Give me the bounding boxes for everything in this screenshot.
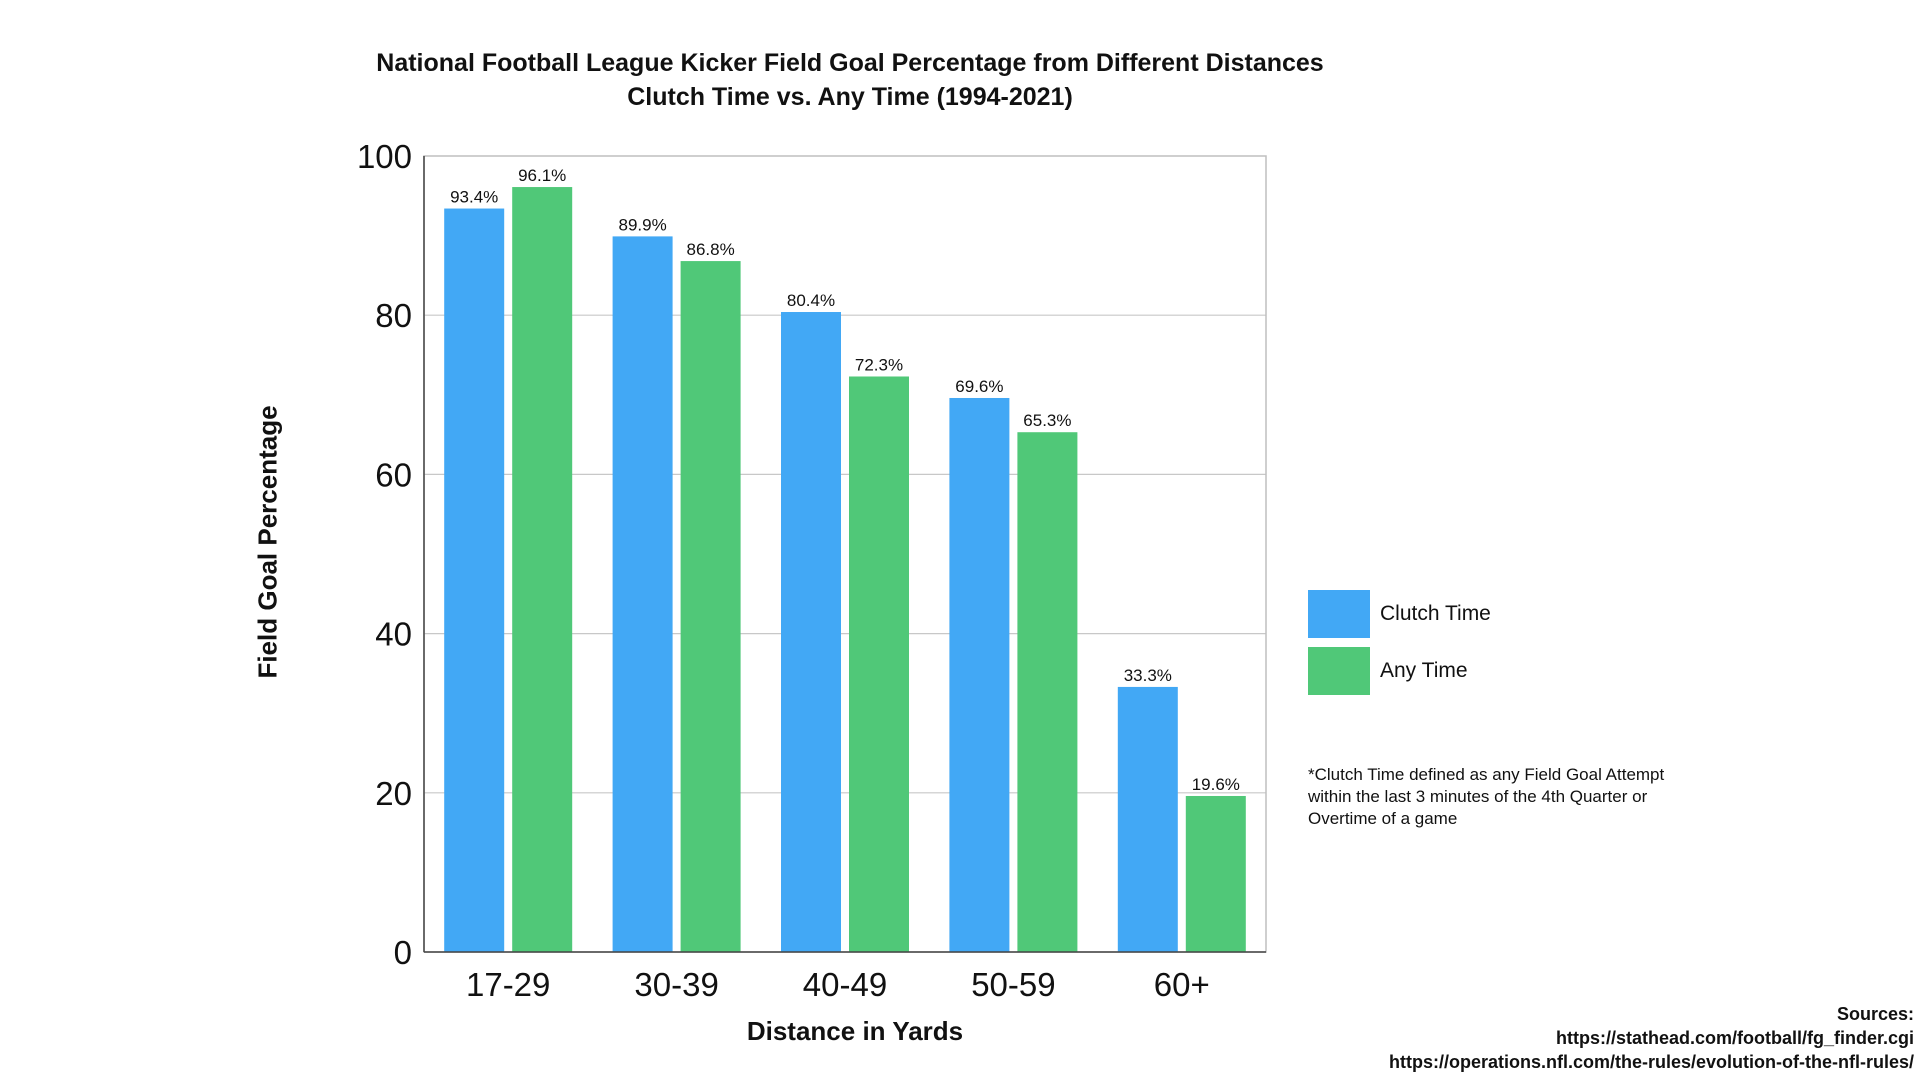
y-tick-label: 60 [375,456,412,493]
bar-value-label: 33.3% [1124,666,1172,685]
bar-value-label: 72.3% [855,355,903,374]
sources-heading: Sources: [1836,1004,1914,1024]
legend: Clutch Time Any Time [1308,590,1491,704]
bar [512,187,573,952]
bar [849,376,909,952]
bar [1117,686,1178,952]
bar [949,397,1010,952]
x-axis-label: Distance in Yards [746,1016,964,1046]
x-tick-label: 30-39 [634,966,718,1003]
y-tick-label: 80 [375,297,412,334]
bar-value-label: 19.6% [1192,775,1240,794]
bar [680,261,741,952]
chart-subtitle: Clutch Time vs. Any Time (1994-2021) [627,83,1073,111]
footnote-line: Overtime of a game [1308,809,1458,828]
bar-value-label: 80.4% [787,291,835,310]
y-tick-label: 40 [375,616,412,653]
x-tick-label: 17-29 [466,966,550,1003]
footnote: *Clutch Time defined as any Field Goal A… [1308,764,1728,830]
bar-value-label: 69.6% [955,377,1003,396]
x-tick-label: 50-59 [971,966,1055,1003]
chart-title: National Football League Kicker Field Go… [376,49,1324,77]
legend-label-any-time: Any Time [1380,659,1468,682]
bar-value-label: 86.8% [686,240,734,259]
legend-item-clutch-time: Clutch Time [1308,590,1491,638]
y-tick-label: 100 [357,138,412,175]
y-tick-label: 20 [375,775,412,812]
legend-item-any-time: Any Time [1308,647,1491,695]
bars: 93.4% 96.1% 89.9% 86.8% 80.4% 72.3% 69.6% 65.3%… [444,166,1246,952]
footnote-line: *Clutch Time defined as any Field Goal A… [1308,765,1665,784]
sources: Sources: https://stathead.com/football/f… [1389,1002,1914,1074]
bar-value-label: 65.3% [1023,411,1071,430]
legend-swatch-clutch-time [1308,590,1370,638]
footnote-line: within the last 3 minutes of the 4th Qua… [1308,787,1648,806]
x-tick-label: 60+ [1154,966,1210,1003]
legend-swatch-any-time [1308,647,1370,695]
source-link[interactable]: https://operations.nfl.com/the-rules/evo… [1389,1052,1914,1072]
bar [612,236,673,952]
legend-label-clutch-time: Clutch Time [1380,602,1491,625]
bar [1017,432,1078,952]
bar [781,312,841,952]
bar-value-label: 93.4% [450,188,498,207]
y-tick-label: 0 [394,934,412,971]
tick-labels: 0 20 40 60 80 100 17-29 30-39 40-49 50-59 60+ [357,138,1210,1003]
source-link[interactable]: https://stathead.com/football/fg_finder.… [1555,1028,1914,1048]
bar [444,208,505,952]
bar [1185,795,1246,952]
y-axis-label: Field Goal Percentage [252,405,283,679]
bar-value-label: 96.1% [518,166,566,185]
bar-value-label: 89.9% [618,215,666,234]
x-tick-label: 40-49 [803,966,887,1003]
